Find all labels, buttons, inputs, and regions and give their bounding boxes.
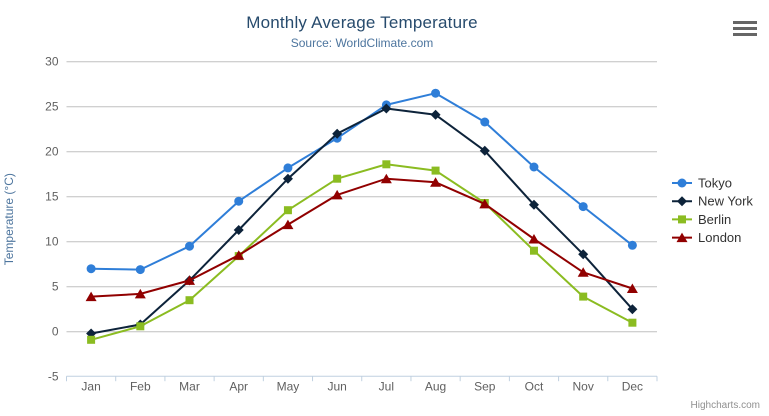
diamond-marker-new-york[interactable] [381, 103, 392, 114]
x-axis-label: Jun [327, 380, 346, 394]
triangle-marker-london[interactable] [184, 275, 196, 285]
axes: -5 0 5 10 15 20 25 30 Jan Feb Mar Apr May Jun Jul Aug Se… [2, 55, 658, 394]
y-axis-label: 20 [45, 145, 59, 159]
y-axis-title: Temperature (°C) [2, 173, 16, 265]
legend-label: Tokyo [698, 176, 732, 191]
hamburger-bar [733, 33, 757, 36]
x-axis-label: Aug [425, 380, 446, 394]
diamond-marker-new-york[interactable] [528, 199, 539, 210]
legend-item-new-york[interactable]: New York [672, 194, 753, 209]
triangle-marker-london-legend[interactable] [676, 232, 688, 243]
circle-marker-tokyo[interactable] [86, 264, 96, 274]
x-axis-label: Oct [525, 380, 544, 394]
y-axis-label: 0 [52, 325, 59, 339]
square-marker-berlin[interactable] [382, 160, 391, 169]
triangle-marker-london[interactable] [85, 291, 97, 302]
chart-subtitle: Source: WorldClimate.com [290, 36, 434, 50]
hamburger-bar [733, 27, 757, 30]
legend-item-tokyo[interactable]: Tokyo [672, 176, 732, 191]
circle-marker-tokyo[interactable] [480, 117, 490, 127]
legend-item-london[interactable]: London [672, 230, 741, 245]
y-axis-label: 10 [45, 235, 59, 249]
highcharts-credits-link[interactable]: Highcharts.com [690, 400, 760, 411]
y-axis-label: 25 [45, 100, 59, 114]
x-axis-label: Sep [474, 380, 496, 394]
square-marker-berlin[interactable] [185, 296, 194, 305]
square-marker-berlin[interactable] [283, 206, 292, 215]
data-series [85, 88, 638, 344]
x-axis-label: Apr [229, 380, 248, 394]
x-axis-label: Jul [379, 380, 394, 394]
diamond-marker-new-york-legend[interactable] [677, 196, 687, 207]
legend-label: Berlin [698, 212, 731, 227]
hamburger-bar [733, 21, 757, 24]
triangle-marker-london[interactable] [331, 189, 343, 200]
diamond-marker-new-york[interactable] [332, 128, 343, 139]
circle-marker-tokyo-legend[interactable] [677, 178, 687, 188]
x-axis-label: Feb [130, 380, 151, 394]
series-line-tokyo [90, 92, 634, 271]
circle-marker-tokyo[interactable] [578, 202, 588, 212]
x-axis-label: Jan [81, 380, 100, 394]
chart-title: Monthly Average Temperature [246, 13, 478, 32]
x-axis-label: Mar [179, 380, 200, 394]
circle-marker-tokyo[interactable] [627, 240, 637, 250]
square-marker-berlin[interactable] [431, 166, 440, 175]
square-marker-berlin[interactable] [87, 335, 96, 344]
series-line-berlin [90, 163, 634, 341]
diamond-marker-new-york[interactable] [578, 249, 589, 260]
series-london [85, 173, 638, 302]
legend-label: London [698, 230, 741, 245]
triangle-marker-london[interactable] [380, 173, 392, 184]
triangle-marker-london[interactable] [233, 250, 245, 260]
diamond-marker-new-york[interactable] [233, 225, 244, 235]
hamburger-icon[interactable] [732, 20, 758, 40]
legend-label: New York [698, 194, 753, 209]
triangle-marker-london[interactable] [134, 288, 146, 299]
grid-lines [66, 61, 657, 333]
circle-marker-tokyo[interactable] [529, 162, 539, 172]
triangle-marker-london[interactable] [282, 219, 294, 230]
square-marker-berlin[interactable] [333, 174, 342, 183]
diamond-marker-new-york[interactable] [430, 109, 441, 120]
y-axis-label: 30 [45, 55, 59, 69]
square-marker-berlin-legend[interactable] [678, 215, 686, 224]
series-tokyo [86, 88, 637, 275]
circle-marker-tokyo[interactable] [234, 196, 244, 206]
x-axis-label: May [277, 380, 300, 394]
diamond-marker-new-york[interactable] [627, 304, 638, 315]
legend-item-berlin[interactable]: Berlin [672, 212, 731, 227]
square-marker-berlin[interactable] [628, 318, 637, 327]
circle-marker-tokyo[interactable] [185, 241, 195, 251]
circle-marker-tokyo[interactable] [283, 163, 293, 173]
y-axis-label: 15 [45, 190, 59, 204]
series-new-york [86, 103, 638, 339]
series-line-london [90, 177, 634, 298]
x-axis-label: Dec [622, 380, 643, 394]
y-axis-label: 5 [52, 280, 59, 294]
legend: Tokyo New York Berlin London [672, 176, 753, 245]
circle-marker-tokyo[interactable] [135, 265, 145, 275]
x-axis-label: Nov [573, 380, 594, 394]
y-axis-label: -5 [48, 370, 59, 384]
triangle-marker-london[interactable] [479, 198, 491, 209]
square-marker-berlin[interactable] [136, 322, 145, 331]
triangle-marker-london[interactable] [626, 283, 638, 294]
diamond-marker-new-york[interactable] [282, 173, 293, 184]
triangle-marker-london[interactable] [430, 177, 442, 187]
triangle-marker-london[interactable] [528, 234, 540, 244]
circle-marker-tokyo[interactable] [431, 88, 441, 98]
square-marker-berlin[interactable] [579, 292, 588, 301]
triangle-marker-london[interactable] [577, 267, 589, 277]
diamond-marker-new-york[interactable] [479, 145, 490, 156]
square-marker-berlin[interactable] [529, 246, 538, 255]
series-line-new-york [90, 107, 634, 335]
